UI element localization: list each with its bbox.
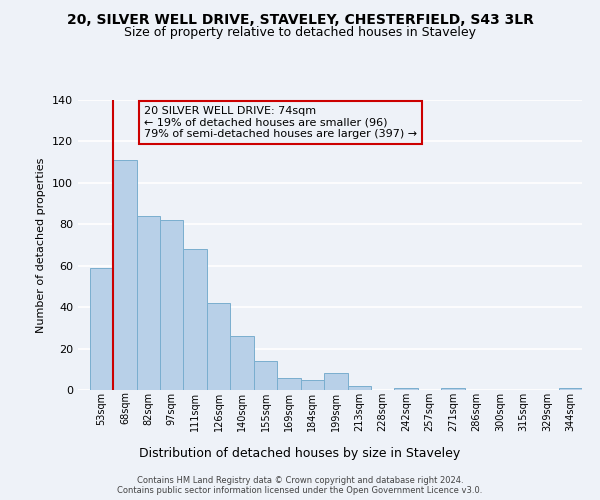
Bar: [347, 386, 371, 390]
Text: Size of property relative to detached houses in Staveley: Size of property relative to detached ho…: [124, 26, 476, 39]
Bar: [442, 388, 465, 390]
Bar: [113, 160, 137, 390]
Bar: [254, 361, 277, 390]
Bar: [394, 388, 418, 390]
Text: Distribution of detached houses by size in Staveley: Distribution of detached houses by size …: [139, 448, 461, 460]
Bar: [90, 268, 113, 390]
Bar: [277, 378, 301, 390]
Bar: [160, 220, 184, 390]
Text: 20, SILVER WELL DRIVE, STAVELEY, CHESTERFIELD, S43 3LR: 20, SILVER WELL DRIVE, STAVELEY, CHESTER…: [67, 12, 533, 26]
Bar: [559, 388, 582, 390]
Text: 20 SILVER WELL DRIVE: 74sqm
← 19% of detached houses are smaller (96)
79% of sem: 20 SILVER WELL DRIVE: 74sqm ← 19% of det…: [143, 106, 416, 139]
Bar: [207, 303, 230, 390]
Bar: [324, 374, 347, 390]
Bar: [301, 380, 324, 390]
Bar: [230, 336, 254, 390]
Text: Contains HM Land Registry data © Crown copyright and database right 2024.
Contai: Contains HM Land Registry data © Crown c…: [118, 476, 482, 495]
Y-axis label: Number of detached properties: Number of detached properties: [37, 158, 46, 332]
Bar: [137, 216, 160, 390]
Bar: [184, 249, 207, 390]
